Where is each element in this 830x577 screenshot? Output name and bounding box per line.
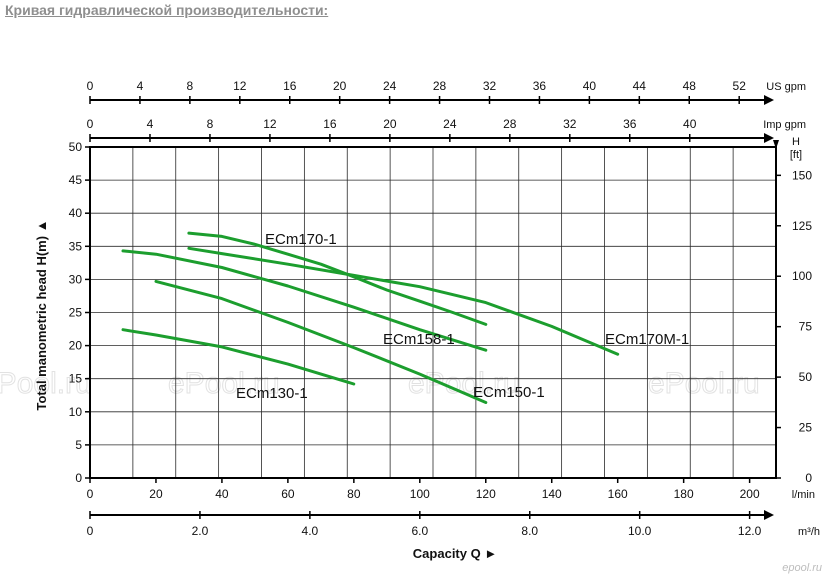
impgpm-tick-label: 24 [443,117,457,131]
usgpm-tick-label: 36 [533,79,547,93]
curve-ecm150-1 [154,279,488,404]
usgpm-tick-label: 52 [733,79,747,93]
x-axis-title: Capacity Q ► [413,546,497,561]
watermark-0: ePool.ru [0,367,92,400]
curve-ecm130-1 [121,328,356,386]
m3h-unit-label: m³/h [798,526,820,538]
usgpm-tick-label: 48 [683,79,697,93]
curve-ecm170m-1 [187,246,620,356]
curve-label-ecm158-1: ECm158-1 [383,331,455,348]
x-tick-label: 140 [542,487,562,501]
x-unit-label: l/min [792,489,815,501]
x-tick-label: 120 [476,487,496,501]
usgpm-tick-label: 40 [583,79,597,93]
y-axis-arrow-icon: ▲ [34,219,49,235]
ft-tick-label: 125 [792,219,812,233]
x-tick-label: 0 [87,487,94,501]
watermark-3: ePool.ru [648,367,760,400]
usgpm-tick-label: 16 [283,79,297,93]
m3h-tick-label: 8.0 [521,524,538,538]
m3h-tick-label: 10.0 [628,524,652,538]
y-tick-label: 25 [69,306,83,320]
y-tick-label: 35 [69,239,83,253]
ft-tick-label: 25 [799,421,813,435]
x-tick-label: 20 [149,487,163,501]
x-tick-label: 80 [347,487,361,501]
pump-curves [121,231,620,404]
impgpm-tick-label: 16 [323,117,337,131]
y-tick-label: 50 [69,140,83,154]
ft-axis-arrow-icon [773,140,779,149]
usgpm-tick-label: 44 [633,79,647,93]
curve-label-ecm170m-1: ECm170M-1 [605,331,689,348]
curve-ecm170-1 [187,231,488,326]
usgpm-tick-label: 24 [383,79,397,93]
watermark-2: ePool.ru [408,367,520,400]
curve-label-ecm150-1: ECm150-1 [473,384,545,401]
usgpm-arrow-icon [764,95,774,105]
impgpm-tick-label: 28 [503,117,517,131]
usgpm-tick-label: 32 [483,79,497,93]
y-tick-label: 5 [75,438,82,452]
y-tick-label: 40 [69,206,83,220]
usgpm-unit-label: US gpm [766,81,806,93]
x-tick-label: 200 [740,487,760,501]
m3h-tick-label: 4.0 [302,524,319,538]
y-tick-label: 0 [75,471,82,485]
usgpm-tick-label: 20 [333,79,347,93]
x-axis-arrow-icon: ► [481,546,497,561]
m3h-tick-label: 2.0 [192,524,209,538]
curve-ecm158-1 [121,249,488,352]
m3h-tick-label: 0 [87,524,94,538]
curve-labels: ECm170-1 ECm170M-1 ECm158-1 ECm150-1 ECm130-… [236,231,689,402]
x-tick-label: 60 [281,487,295,501]
y-axis-title: Total manometric head H(m) ▲ [34,219,49,410]
x-tick-label: 100 [410,487,430,501]
ft-tick-label: 50 [799,370,813,384]
impgpm-unit-label: Imp gpm [763,119,806,131]
m3h-tick-label: 6.0 [411,524,428,538]
x-tick-label: 40 [215,487,229,501]
m3h-tick-label: 12.0 [738,524,762,538]
m3h-arrow-icon [764,510,774,520]
ft-tick-label: 150 [792,168,812,182]
y-tick-label: 10 [69,405,83,419]
chart-grid [89,146,777,479]
impgpm-tick-label: 36 [623,117,637,131]
impgpm-tick-label: 32 [563,117,577,131]
curve-label-ecm130-1: ECm130-1 [236,385,308,402]
impgpm-tick-label: 4 [147,117,154,131]
x-tick-label: 160 [608,487,628,501]
curve-label-ecm170-1: ECm170-1 [265,231,337,248]
ft-tick-label: 0 [805,471,812,485]
page-title: Кривая гидравлической производительности… [5,2,329,18]
ft-tick-label: 100 [792,269,812,283]
y-tick-label: 30 [69,272,83,286]
ft-tick-label: 75 [799,320,813,334]
impgpm-tick-label: 0 [87,117,94,131]
y-tick-label: 15 [69,372,83,386]
usgpm-tick-label: 0 [87,79,94,93]
y-tick-label: 20 [69,339,83,353]
site-logo: epool.ru [782,562,822,574]
usgpm-tick-label: 28 [433,79,447,93]
ft-unit-label: H [792,136,800,148]
impgpm-tick-label: 8 [207,117,214,131]
impgpm-tick-label: 40 [683,117,697,131]
usgpm-tick-label: 12 [233,79,247,93]
impgpm-arrow-icon [764,133,774,143]
y-tick-label: 45 [69,173,83,187]
ft-unit-label: [ft] [790,149,802,161]
impgpm-tick-label: 20 [383,117,397,131]
x-tick-label: 180 [674,487,694,501]
usgpm-tick-label: 4 [137,79,144,93]
impgpm-tick-label: 12 [263,117,277,131]
usgpm-tick-label: 8 [187,79,194,93]
